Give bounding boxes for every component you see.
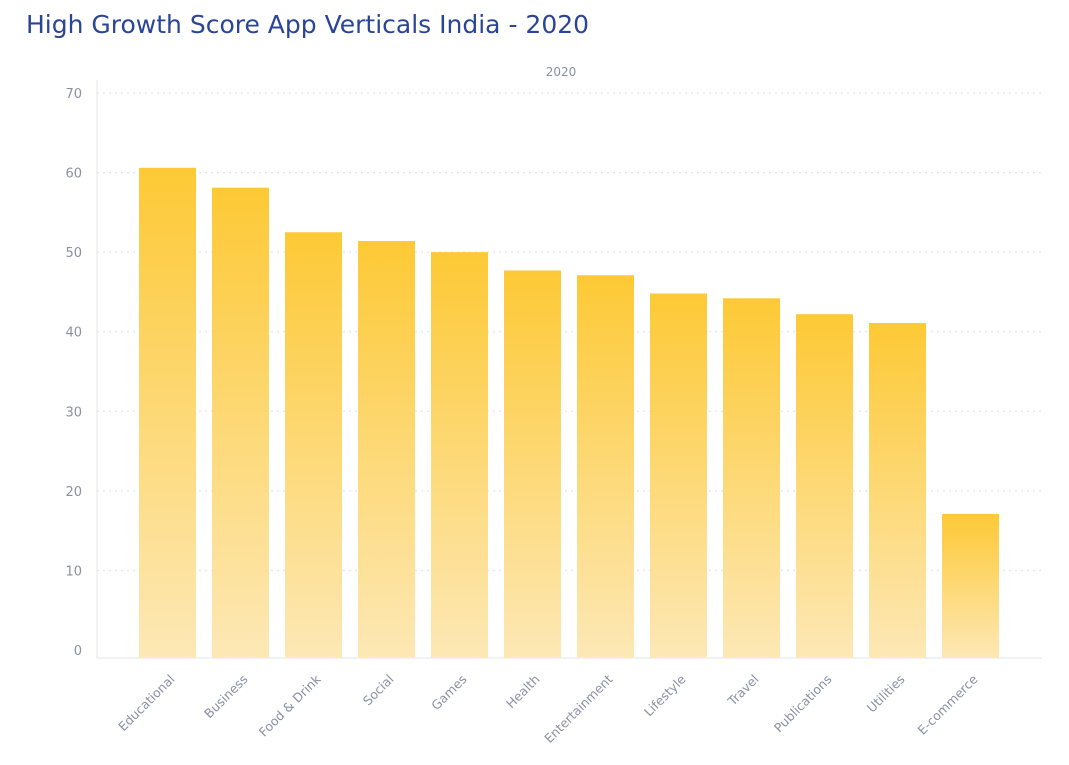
series-label: 2020 <box>546 65 577 79</box>
y-tick-label: 20 <box>65 485 82 500</box>
x-tick-label: Utilities <box>864 672 908 716</box>
bar-e-commerce <box>942 513 999 658</box>
bar-educational <box>139 167 196 658</box>
x-tick-label: Business <box>201 672 251 722</box>
bar-health <box>504 270 561 658</box>
y-tick-label: 50 <box>65 246 82 261</box>
bar-food-drink <box>285 232 342 658</box>
x-tick-label: Publications <box>771 672 835 736</box>
y-tick-label: 10 <box>65 564 82 579</box>
y-tick-label: 30 <box>65 405 82 420</box>
y-tick-label: 0 <box>74 644 82 659</box>
x-tick-label: Lifestyle <box>641 671 689 719</box>
bar-games <box>431 252 488 658</box>
y-tick-label: 60 <box>65 167 82 182</box>
x-tick-label: Health <box>503 672 543 712</box>
x-tick-label: Entertainment <box>541 671 615 745</box>
x-tick-label: E-commerce <box>915 671 981 737</box>
bar-business <box>212 187 269 658</box>
bar-social <box>358 241 415 658</box>
bar-publications <box>796 314 853 658</box>
x-tick-label: Travel <box>724 672 762 710</box>
x-tick-label: Food & Drink <box>256 671 324 739</box>
y-tick-label: 70 <box>65 87 82 102</box>
chart-title: High Growth Score App Verticals India - … <box>26 10 590 39</box>
bar-travel <box>723 298 780 658</box>
bar-utilities <box>869 322 926 658</box>
x-tick-label: Social <box>360 672 397 709</box>
x-tick-label: Educational <box>115 672 177 734</box>
bar-entertainment <box>577 275 634 658</box>
x-tick-label: Games <box>428 672 470 714</box>
y-tick-label: 40 <box>65 326 82 341</box>
bar-lifestyle <box>650 293 707 658</box>
